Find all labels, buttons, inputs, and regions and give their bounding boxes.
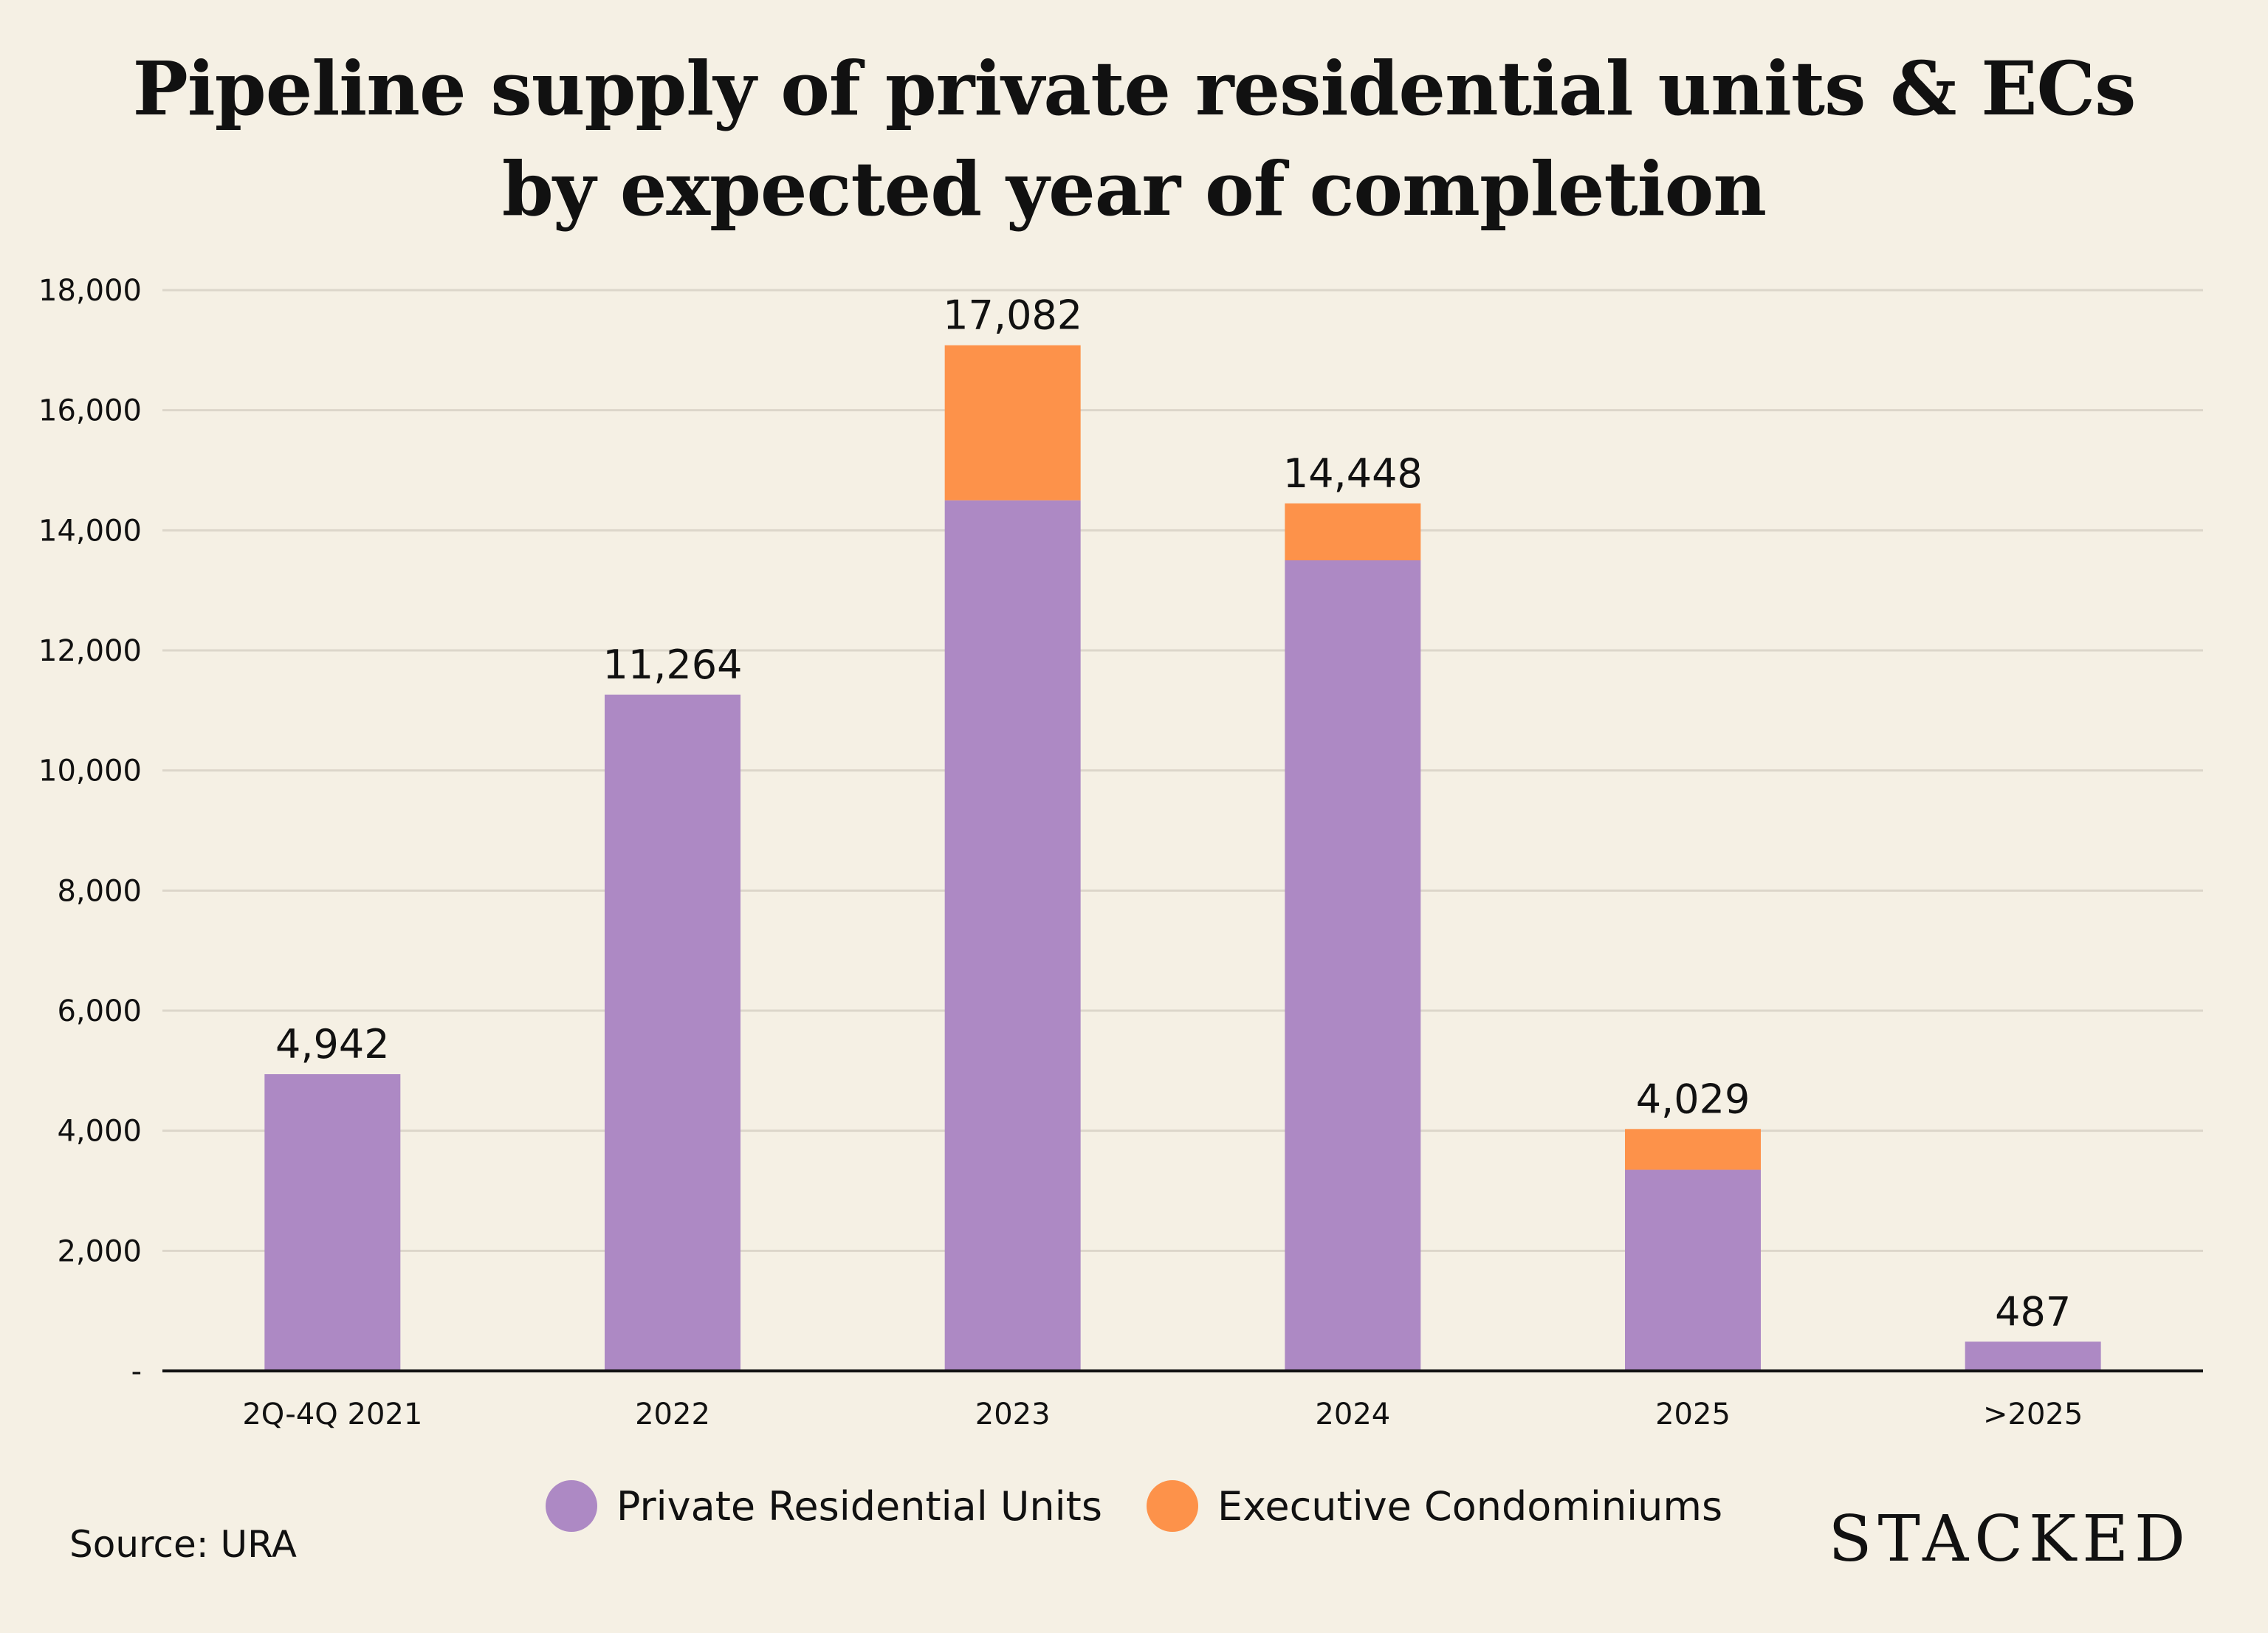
x-tick-label: 2025 — [1655, 1397, 1731, 1431]
brand-logo: STACKED — [1828, 1502, 2191, 1576]
legend-swatch-private — [545, 1480, 597, 1532]
total-label: 4,942 — [275, 1021, 390, 1068]
y-tick-label: 6,000 — [57, 994, 142, 1028]
bar-segment-ec — [1625, 1129, 1761, 1170]
y-tick-label: 4,000 — [57, 1115, 142, 1149]
bar-segment-private — [605, 694, 740, 1371]
y-tick-label: 14,000 — [38, 514, 142, 548]
x-axis-ticks: 2Q-4Q 2021 2022 2023 2024 2025 >2025 — [242, 1397, 2083, 1431]
chart-title-line-1: Pipeline supply of private residential u… — [132, 45, 2137, 132]
bar-segment-private — [1965, 1341, 2101, 1371]
legend-swatch-ec — [1146, 1480, 1198, 1532]
legend: Private Residential Units Executive Cond… — [0, 1480, 2268, 1532]
y-tick-label: 18,000 — [38, 274, 142, 308]
gridlines — [162, 289, 2203, 1252]
bar-segment-private — [944, 500, 1081, 1371]
bars — [264, 345, 2101, 1371]
legend-item-ec: Executive Condominiums — [1146, 1480, 1723, 1532]
total-label: 17,082 — [943, 292, 1082, 339]
source-note: Source: URA — [69, 1523, 297, 1566]
y-tick-label: - — [131, 1355, 142, 1389]
y-tick-label: 12,000 — [38, 634, 142, 668]
x-tick-label: 2Q-4Q 2021 — [242, 1397, 422, 1431]
bar-segment-ec — [944, 345, 1081, 501]
legend-label-private: Private Residential Units — [616, 1482, 1102, 1530]
total-label: 487 — [1995, 1288, 2071, 1335]
x-tick-label: 2023 — [975, 1397, 1051, 1431]
y-tick-label: 16,000 — [38, 394, 142, 428]
y-tick-label: 8,000 — [57, 874, 142, 908]
bar-segment-private — [264, 1074, 401, 1371]
total-label: 4,029 — [1636, 1076, 1750, 1122]
legend-item-private: Private Residential Units — [545, 1480, 1102, 1532]
y-tick-label: 2,000 — [57, 1234, 142, 1268]
total-label: 11,264 — [603, 642, 743, 688]
x-tick-label: 2022 — [635, 1397, 710, 1431]
y-axis-ticks: - 2,000 4,000 6,000 8,000 10,000 12,000 14,000 1… — [38, 274, 142, 1389]
bar-segment-private — [1285, 560, 1421, 1371]
x-tick-label: >2025 — [1983, 1397, 2083, 1431]
x-tick-label: 2024 — [1315, 1397, 1390, 1431]
bar-segment-ec — [1285, 503, 1421, 560]
total-label: 14,448 — [1283, 450, 1423, 497]
total-labels: 4,942 11,264 17,082 14,448 4,029 487 — [275, 292, 2071, 1335]
chart-title-line-2: by expected year of completion — [501, 145, 1767, 233]
y-tick-label: 10,000 — [38, 754, 142, 788]
bar-segment-private — [1625, 1169, 1761, 1371]
chart-title: Pipeline supply of private residential u… — [0, 38, 2268, 239]
legend-label-ec: Executive Condominiums — [1217, 1482, 1723, 1530]
